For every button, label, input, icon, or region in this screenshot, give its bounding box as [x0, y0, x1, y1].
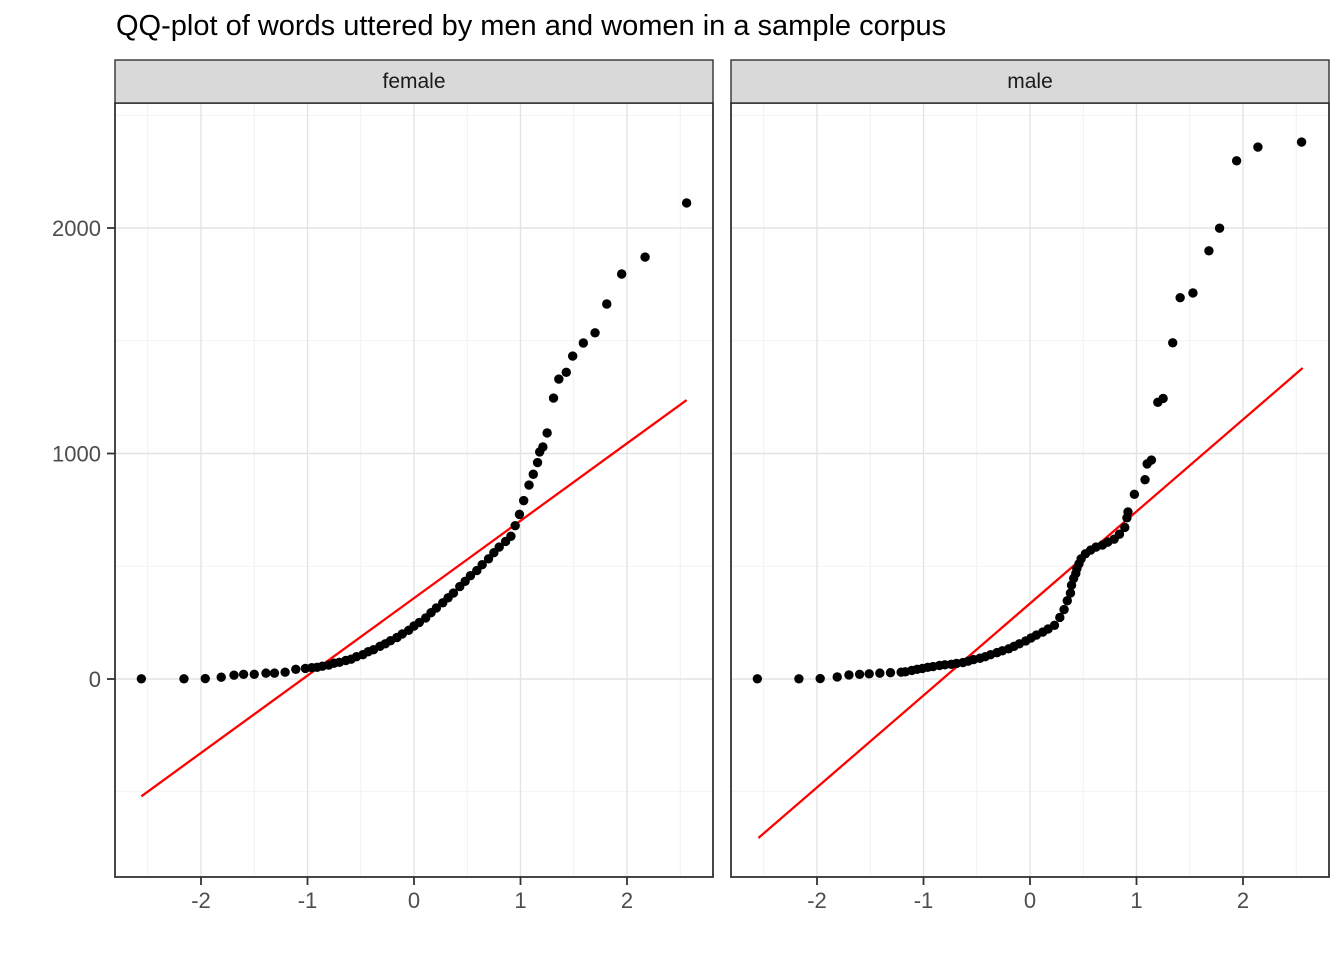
- data-point: [616, 269, 627, 279]
- qq-line: [757, 367, 1304, 839]
- data-point: [1168, 338, 1178, 348]
- data-point: [1059, 604, 1069, 615]
- data-point: [640, 252, 650, 262]
- strip-male-background: [730, 59, 1330, 104]
- data-point: [483, 554, 494, 564]
- data-point: [291, 664, 301, 675]
- y-tick-label: 2000: [52, 216, 101, 241]
- data-point: [506, 531, 516, 541]
- data-point: [854, 669, 865, 679]
- data-point: [514, 509, 525, 520]
- plot-title: QQ-plot of words uttered by men and wome…: [116, 10, 947, 42]
- data-point: [752, 674, 763, 684]
- strip-label-female: female: [382, 70, 445, 93]
- data-point: [1120, 522, 1130, 533]
- data-point: [844, 670, 854, 680]
- data-point: [1114, 529, 1125, 539]
- x-tick-label: -1: [914, 888, 934, 913]
- data-point: [1158, 393, 1168, 404]
- data-point: [538, 442, 548, 452]
- data-point: [1123, 507, 1133, 517]
- data-point: [1062, 596, 1072, 606]
- data-point: [249, 669, 259, 679]
- data-point: [1140, 474, 1150, 485]
- data-point: [864, 669, 874, 679]
- panels-layer: [114, 102, 1330, 878]
- facet-strips: female male: [114, 59, 1330, 104]
- data-point: [602, 299, 612, 309]
- data-point: [681, 198, 692, 208]
- data-point: [561, 367, 571, 378]
- data-point: [200, 673, 210, 684]
- data-point: [875, 668, 885, 678]
- data-point: [1231, 156, 1242, 166]
- x-tick-label: 2: [621, 888, 633, 913]
- data-point: [269, 668, 280, 678]
- x-tick-label: 0: [1024, 888, 1036, 913]
- panel-female: [114, 102, 714, 878]
- axes-layer: -2 -1 0 1 2 -2 -1 0 1 2 0 1000 2000: [52, 216, 1249, 913]
- data-point: [216, 672, 226, 682]
- qq-line: [140, 399, 688, 798]
- data-point: [528, 469, 538, 479]
- data-point: [465, 571, 476, 581]
- data-point: [448, 588, 459, 598]
- data-point: [554, 374, 564, 384]
- data-point: [567, 351, 578, 361]
- panel-male: [730, 102, 1330, 878]
- data-point: [179, 674, 189, 684]
- data-point: [1065, 588, 1076, 598]
- strip-label-male: male: [1007, 70, 1053, 93]
- data-point: [815, 673, 825, 684]
- data-point: [590, 328, 600, 338]
- y-tick-label: 1000: [52, 442, 101, 467]
- x-tick-label: -2: [807, 888, 827, 913]
- data-point: [1129, 489, 1140, 500]
- data-point: [1204, 246, 1214, 256]
- data-point: [524, 480, 534, 490]
- data-point: [431, 603, 442, 613]
- data-point: [1146, 455, 1157, 465]
- data-point: [1296, 137, 1307, 147]
- data-point: [794, 674, 804, 684]
- data-point: [1214, 223, 1225, 233]
- data-point: [1049, 620, 1060, 631]
- data-point: [229, 670, 239, 680]
- x-tick-label: 2: [1237, 888, 1249, 913]
- data-point: [280, 667, 290, 677]
- data-point: [261, 668, 271, 678]
- x-tick-label: 1: [1130, 888, 1142, 913]
- data-point: [885, 667, 896, 678]
- data-point: [510, 520, 520, 531]
- data-point: [832, 672, 842, 682]
- data-point: [136, 674, 147, 684]
- data-point: [518, 495, 529, 506]
- data-point: [1253, 142, 1263, 152]
- data-point: [542, 428, 552, 438]
- data-point: [1055, 612, 1065, 623]
- data-point: [477, 559, 487, 570]
- data-point: [532, 457, 543, 468]
- data-point: [1175, 292, 1185, 303]
- y-tick-label: 0: [89, 667, 101, 692]
- data-point: [238, 669, 249, 679]
- data-point: [578, 338, 589, 348]
- data-point: [494, 542, 504, 552]
- data-point: [548, 393, 559, 403]
- x-tick-label: 1: [514, 888, 526, 913]
- x-tick-label: -2: [191, 888, 211, 913]
- x-tick-label: 0: [408, 888, 420, 913]
- x-tick-label: -1: [298, 888, 318, 913]
- strip-female-background: [114, 59, 714, 104]
- data-point: [1188, 288, 1198, 298]
